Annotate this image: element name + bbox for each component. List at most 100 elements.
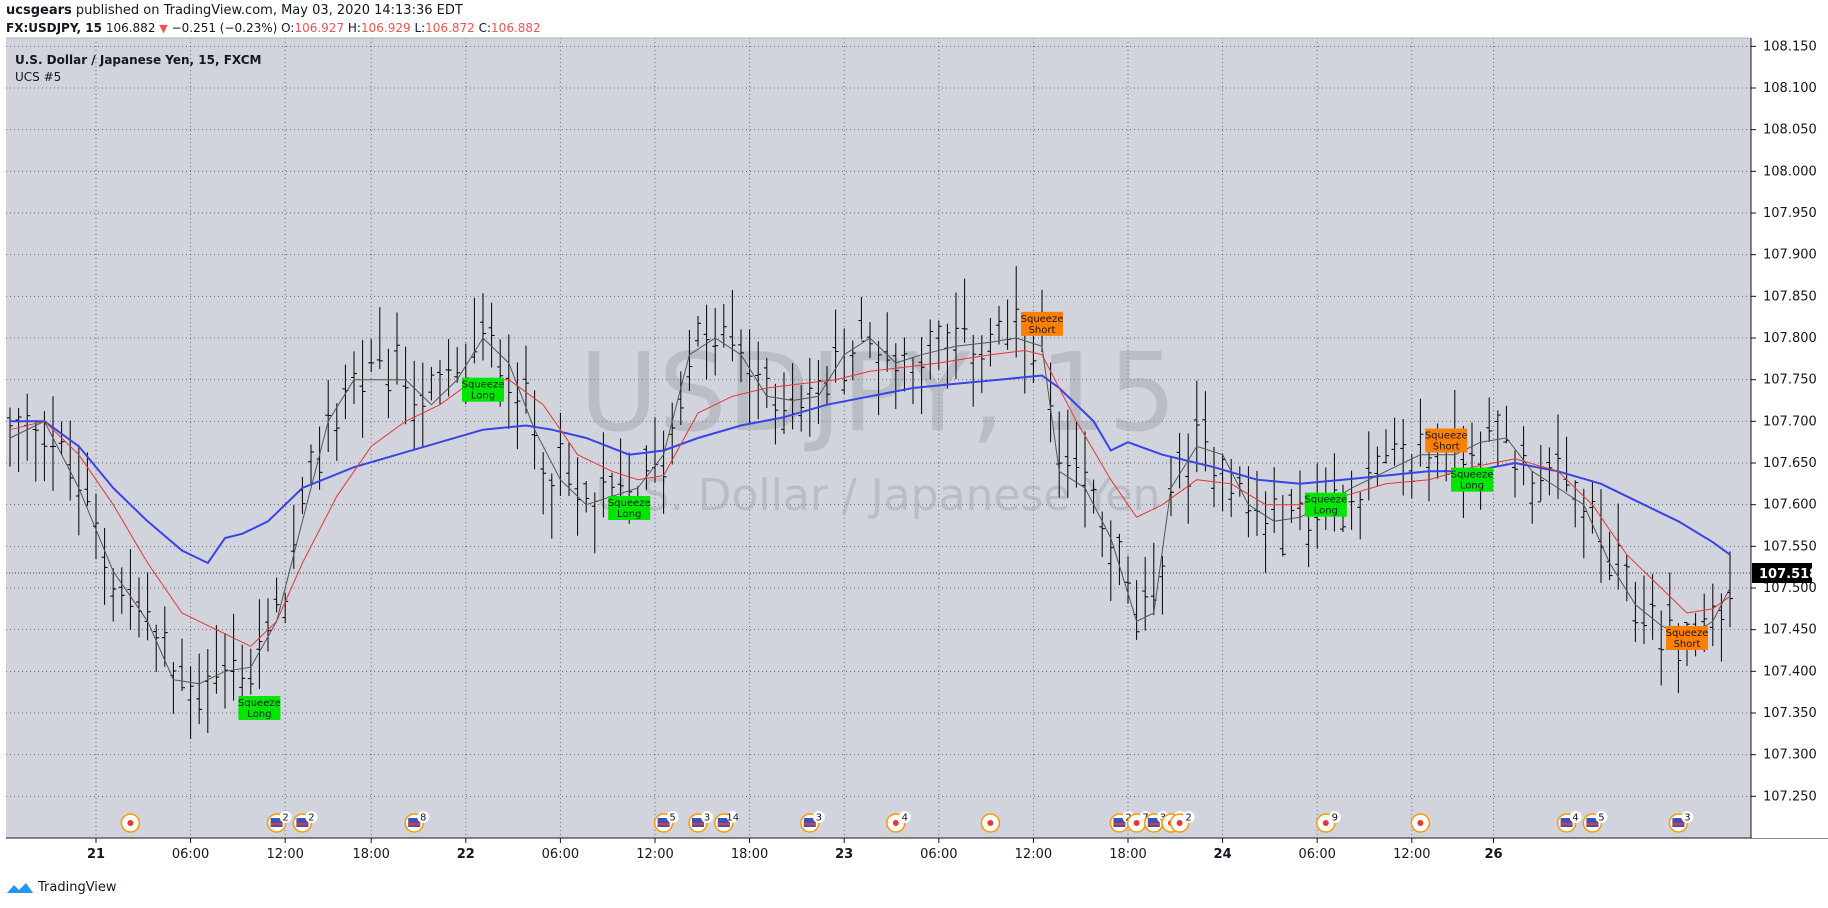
- y-tick-label: 107.250: [1763, 789, 1817, 804]
- event-dot: [1133, 820, 1140, 826]
- symbol-label: FX:USDJPY, 15: [6, 21, 102, 35]
- signal-box: [1304, 492, 1347, 517]
- flag-canton: [1113, 818, 1126, 827]
- y-tick-label: 107.400: [1763, 664, 1817, 679]
- y-tick-label: 108.100: [1763, 81, 1817, 96]
- event-count: 2: [308, 813, 314, 824]
- last-price-box: [1752, 563, 1812, 583]
- x-tick-label: 06:00: [920, 847, 957, 862]
- x-tick-label: 12:00: [1393, 847, 1430, 862]
- low-value: 106.872: [425, 21, 475, 35]
- event-count: 2: [1185, 813, 1191, 824]
- event-count-badge: [279, 811, 292, 823]
- high-label: H:: [347, 21, 361, 35]
- x-tick-label: 06:00: [172, 847, 209, 862]
- event-count: 4: [902, 813, 908, 824]
- event-icon: 4: [886, 811, 911, 833]
- signal-box: [462, 377, 504, 402]
- flag-canton: [1672, 818, 1685, 827]
- event-dot: [892, 820, 899, 826]
- us-event-icon: 2: [292, 811, 318, 833]
- down-arrow-icon: ▼: [159, 22, 168, 35]
- x-tick-label: 18:00: [352, 847, 389, 862]
- chart-title: U.S. Dollar / Japanese Yen, 15, FXCM: [15, 53, 261, 67]
- published-text: published on TradingView.com, May 03, 20…: [71, 3, 463, 18]
- event-count-badge: [1328, 811, 1341, 823]
- signal-text: Short: [1674, 639, 1701, 650]
- y-tick-label: 107.850: [1763, 289, 1817, 304]
- event-count: 2: [282, 813, 288, 824]
- x-tick-label: 21: [87, 847, 105, 862]
- signal-text: Squeeze: [462, 380, 505, 391]
- event-icon: [120, 813, 141, 833]
- x-tick-label: 18:00: [1109, 847, 1146, 862]
- event-dot: [987, 820, 994, 826]
- signal-box: [1451, 467, 1493, 492]
- event-count-badge: [1681, 811, 1694, 823]
- event-count: 3: [704, 813, 710, 824]
- event-count-badge: [701, 811, 713, 823]
- event-count-badge: [305, 811, 318, 823]
- signal-text: Short: [1433, 442, 1460, 453]
- signal-text: Squeeze: [608, 498, 651, 509]
- event-icon: [1410, 813, 1431, 833]
- flag-canton: [803, 818, 816, 827]
- y-tick-label: 107.650: [1763, 456, 1817, 471]
- fast-average-line: [9, 337, 1731, 685]
- open-label: O:: [281, 21, 295, 35]
- event-count: 5: [1598, 813, 1604, 824]
- indicator-lines: [9, 337, 1731, 685]
- flag-canton: [1147, 818, 1160, 827]
- y-tick-label: 107.450: [1763, 623, 1817, 638]
- event-count: 3: [816, 813, 822, 824]
- x-tick-label: 12:00: [636, 847, 673, 862]
- us-event-icon: 5: [1582, 811, 1608, 833]
- close-label: C:: [478, 21, 492, 35]
- event-count-badge: [666, 811, 679, 823]
- signal-text: Long: [617, 509, 641, 520]
- y-tick-label: 107.800: [1763, 331, 1817, 346]
- event-count: 3: [1684, 813, 1690, 824]
- watermark: USDJPY, 15 U.S. Dollar / Japanese Yen: [579, 331, 1176, 521]
- tradingview-brand[interactable]: TradingView: [6, 880, 117, 895]
- us-event-icon: 3: [1668, 811, 1694, 833]
- price-chart[interactable]: USDJPY, 15 U.S. Dollar / Japanese Yen Sq…: [0, 0, 1828, 870]
- mid-average-line: [9, 349, 1731, 647]
- flag-canton: [408, 818, 421, 827]
- event-count: 8: [420, 813, 426, 824]
- last-price: 106.882: [105, 21, 156, 35]
- event-count-badge: [812, 811, 825, 823]
- event-dot: [1176, 820, 1183, 826]
- y-tick-label: 107.500: [1763, 581, 1817, 596]
- event-dot: [1417, 820, 1424, 826]
- signal-box: [608, 496, 651, 520]
- price-axis[interactable]: [1752, 38, 1828, 838]
- flag-canton: [270, 818, 283, 827]
- event-count: 14: [726, 813, 739, 824]
- event-count-badge: [417, 811, 430, 823]
- time-axis[interactable]: [6, 839, 1751, 870]
- x-tick-label: 18:00: [731, 847, 768, 862]
- price-change: −0.251 (−0.23%): [171, 21, 278, 35]
- event-count: 9: [1332, 813, 1338, 824]
- publisher-name[interactable]: ucsgears: [6, 3, 72, 18]
- indicator-label[interactable]: UCS #5: [15, 70, 61, 84]
- signal-text: Long: [247, 709, 271, 720]
- signal-box: [1666, 626, 1708, 650]
- flag-canton: [717, 818, 730, 827]
- signal-text: Squeeze: [1666, 628, 1709, 639]
- y-tick-label: 107.600: [1763, 498, 1817, 513]
- signal-box: [1425, 428, 1468, 453]
- flag-canton: [1586, 818, 1599, 827]
- x-tick-label: 06:00: [1298, 847, 1335, 862]
- open-value: 106.927: [294, 21, 345, 35]
- low-label: L:: [414, 21, 426, 35]
- x-tick-label: 06:00: [542, 847, 579, 862]
- y-tick-label: 108.000: [1763, 164, 1817, 179]
- signal-text: Long: [1460, 481, 1484, 492]
- us-event-icon: 3: [800, 811, 825, 833]
